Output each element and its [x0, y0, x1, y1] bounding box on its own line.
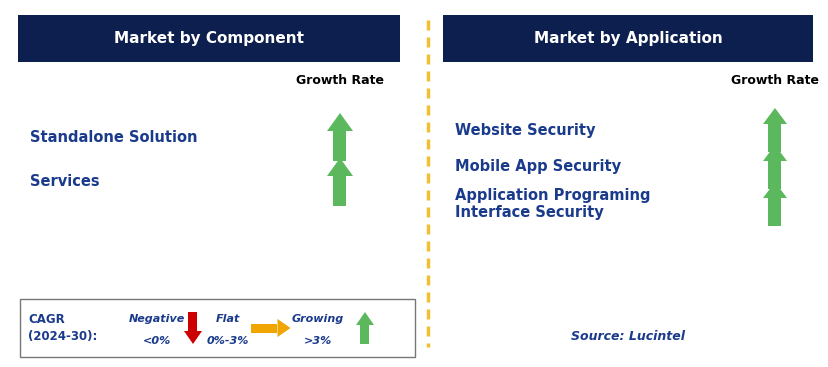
Polygon shape [768, 198, 781, 226]
Text: Market by Component: Market by Component [114, 31, 304, 46]
Text: Flat: Flat [215, 314, 240, 324]
Text: CAGR
(2024-30):: CAGR (2024-30): [28, 313, 97, 343]
Text: Market by Application: Market by Application [533, 31, 721, 46]
Text: Growth Rate: Growth Rate [730, 73, 818, 87]
Text: Mobile App Security: Mobile App Security [455, 160, 620, 174]
Polygon shape [762, 182, 786, 198]
Text: Services: Services [30, 174, 99, 189]
Text: 0%-3%: 0%-3% [206, 336, 249, 346]
Polygon shape [184, 331, 202, 344]
Text: >3%: >3% [304, 336, 332, 346]
Text: Standalone Solution: Standalone Solution [30, 130, 197, 145]
Polygon shape [277, 319, 290, 337]
Text: <0%: <0% [142, 336, 171, 346]
Text: Source: Lucintel: Source: Lucintel [570, 331, 684, 344]
Polygon shape [333, 176, 346, 206]
Polygon shape [360, 325, 369, 344]
Text: Negative: Negative [128, 314, 185, 324]
FancyBboxPatch shape [18, 15, 400, 62]
Polygon shape [762, 108, 786, 124]
Polygon shape [326, 113, 353, 131]
Polygon shape [326, 158, 353, 176]
Text: Growth Rate: Growth Rate [296, 73, 383, 87]
Polygon shape [768, 161, 781, 189]
FancyBboxPatch shape [442, 15, 812, 62]
FancyBboxPatch shape [20, 299, 415, 357]
Text: Website Security: Website Security [455, 123, 595, 138]
Polygon shape [188, 312, 197, 331]
Polygon shape [355, 312, 373, 325]
Polygon shape [333, 131, 346, 161]
Polygon shape [251, 323, 277, 333]
Polygon shape [768, 124, 781, 152]
Polygon shape [762, 145, 786, 161]
Text: Application Programing
Interface Security: Application Programing Interface Securit… [455, 188, 650, 220]
Text: Growing: Growing [291, 314, 344, 324]
